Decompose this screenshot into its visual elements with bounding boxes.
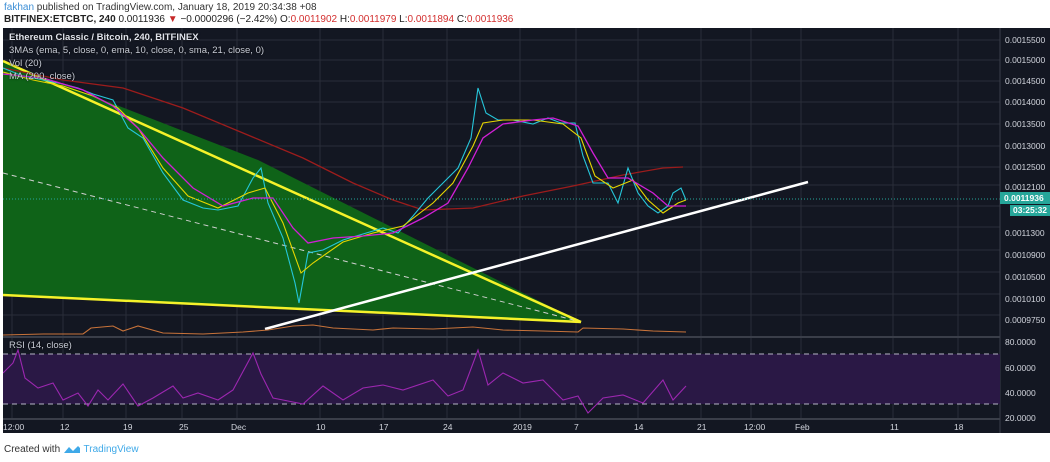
legend-rsi[interactable]: RSI (14, close): [9, 340, 72, 351]
svg-text:10: 10: [316, 422, 326, 432]
svg-text:14: 14: [634, 422, 644, 432]
price-axis[interactable]: 0.0015500 0.0015000 0.0014500 0.0014000 …: [1005, 35, 1045, 423]
svg-text:25: 25: [179, 422, 189, 432]
close-value: 0.0011936: [466, 14, 514, 25]
svg-text:0.0015500: 0.0015500: [1005, 35, 1045, 45]
svg-text:60.0000: 60.0000: [1005, 363, 1036, 373]
svg-text:17: 17: [379, 422, 389, 432]
rsi-band: [3, 354, 1000, 404]
svg-text:0.0012100: 0.0012100: [1005, 182, 1045, 192]
author-link[interactable]: fakhan: [4, 2, 35, 13]
svg-text:0.0009750: 0.0009750: [1005, 315, 1045, 325]
legend-title[interactable]: Ethereum Classic / Bitcoin, 240, BITFINE…: [9, 32, 199, 43]
tradingview-brand-link[interactable]: TradingView: [83, 444, 139, 455]
svg-text:Feb: Feb: [795, 422, 810, 432]
svg-text:19: 19: [123, 422, 133, 432]
low-label: L:: [396, 14, 408, 25]
svg-text:0.0010900: 0.0010900: [1005, 250, 1045, 260]
svg-text:18: 18: [954, 422, 964, 432]
svg-text:12: 12: [60, 422, 70, 432]
sma-21-line: [3, 73, 686, 244]
volume-ma-line: [3, 324, 687, 336]
svg-text:0.0010500: 0.0010500: [1005, 272, 1045, 282]
rsi-line: [3, 348, 687, 414]
chart-area[interactable]: 0.0015500 0.0015000 0.0014500 0.0014000 …: [3, 28, 1050, 433]
svg-text:2019: 2019: [513, 422, 532, 432]
ascending-trendline[interactable]: [264, 180, 809, 331]
price-line: [3, 67, 687, 304]
footer-credit: Created with TradingView: [4, 444, 139, 455]
tradingview-cloud-icon: [63, 446, 80, 454]
svg-text:11: 11: [890, 422, 899, 432]
footer-prefix: Created with: [4, 444, 63, 455]
svg-text:21: 21: [697, 422, 707, 432]
last-price: 0.0011936: [115, 14, 168, 25]
close-label: C:: [454, 14, 467, 25]
legend-3mas[interactable]: 3MAs (ema, 5, close, 0, ema, 10, close, …: [9, 45, 265, 56]
high-label: H:: [337, 14, 350, 25]
open-label: O:: [280, 14, 291, 25]
bar-countdown-tag: [1010, 205, 1050, 216]
wedge-lower-line[interactable]: [3, 293, 582, 324]
price-change: −0.0000296 (−2.42%): [177, 14, 280, 25]
svg-text:80.0000: 80.0000: [1005, 337, 1036, 347]
svg-text:12:00: 12:00: [3, 422, 25, 432]
low-value: 0.0011894: [407, 14, 455, 25]
wedge-upper-line[interactable]: [3, 59, 582, 324]
open-value: 0.0011902: [290, 14, 338, 25]
publish-info: fakhan published on TradingView.com, Jan…: [4, 2, 317, 13]
svg-text:0.0012500: 0.0012500: [1005, 162, 1045, 172]
price-chart-canvas[interactable]: 0.0015500 0.0015000 0.0014500 0.0014000 …: [3, 28, 1050, 433]
current-price-tag-value: 0.0011936: [1004, 193, 1044, 203]
ema-10-line: [3, 71, 687, 274]
svg-text:Dec: Dec: [231, 422, 247, 432]
svg-text:40.0000: 40.0000: [1005, 388, 1036, 398]
legend-volume[interactable]: Vol (20): [9, 58, 42, 69]
current-price-tag: [1000, 192, 1050, 204]
svg-text:0.0014500: 0.0014500: [1005, 76, 1045, 86]
svg-text:7: 7: [574, 422, 579, 432]
svg-text:0.0010100: 0.0010100: [1005, 294, 1045, 304]
time-axis[interactable]: 12:00 12 19 25 Dec 10 17 24 2019 7 14 21…: [3, 422, 964, 432]
symbol-label: BITFINEX:ETCBTC, 240: [4, 14, 116, 25]
ma200-line: [3, 67, 684, 211]
svg-text:20.0000: 20.0000: [1005, 413, 1036, 423]
symbol-quote-line: BITFINEX:ETCBTC, 240 0.0011936 ▼ −0.0000…: [4, 14, 513, 25]
high-value: 0.0011979: [349, 14, 397, 25]
svg-text:0.0013500: 0.0013500: [1005, 119, 1045, 129]
bar-countdown-value: 03:25:32: [1013, 205, 1047, 215]
svg-text:0.0011300: 0.0011300: [1005, 228, 1045, 238]
svg-text:12:00: 12:00: [744, 422, 766, 432]
published-text: published on TradingView.com, January 18…: [34, 2, 317, 13]
legend-ma200[interactable]: MA (200, close): [9, 71, 75, 82]
down-arrow-icon: ▼: [167, 14, 178, 25]
svg-text:0.0015000: 0.0015000: [1005, 55, 1045, 65]
svg-text:0.0013000: 0.0013000: [1005, 141, 1045, 151]
svg-text:24: 24: [443, 422, 453, 432]
svg-text:0.0014000: 0.0014000: [1005, 97, 1045, 107]
